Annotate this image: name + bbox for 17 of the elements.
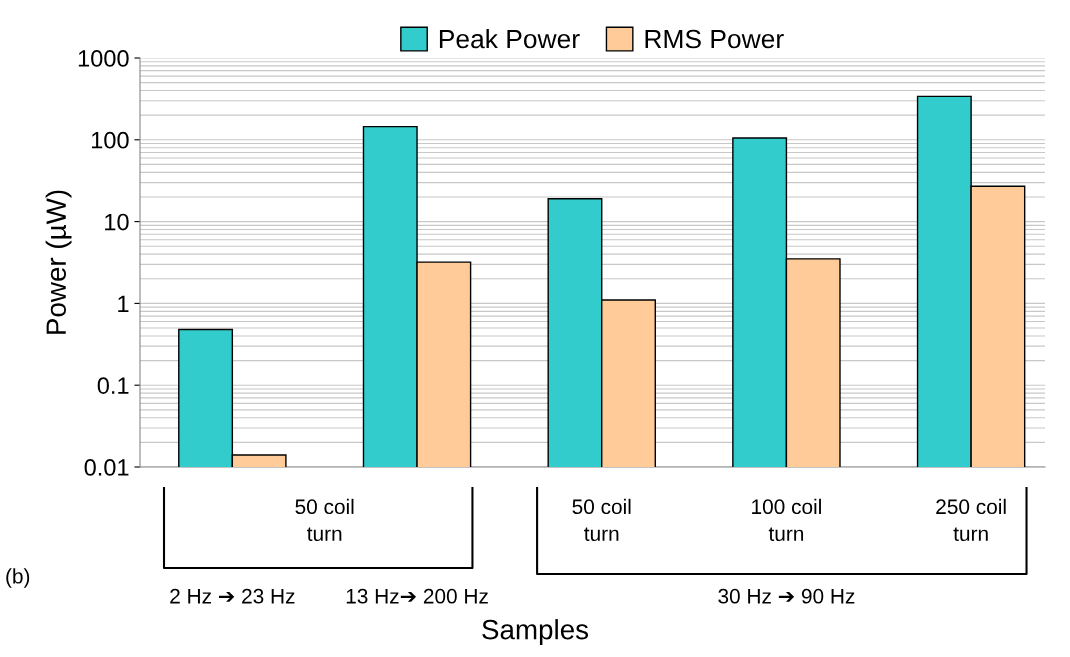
text: 30 Hz ➔ 90 Hz <box>718 588 855 604</box>
y-tick-label: 1 <box>118 295 129 312</box>
x-tick-label: 250 coil turn <box>936 498 1006 542</box>
x-axis-title: Samples <box>482 619 589 645</box>
legend-label: Peak Power <box>439 28 580 49</box>
x-tick-label: 100 coil turn <box>752 498 821 542</box>
x-tick-label: 13 Hz➔ 200 Hz <box>346 588 488 604</box>
legend-label: RMS Power <box>645 29 784 49</box>
y-tick-label: 10 <box>105 213 129 231</box>
y-tick-label: 100 <box>91 131 129 149</box>
y-tick-label: 0.1 <box>97 377 129 394</box>
y-tick-label: 0.01 <box>84 459 129 476</box>
text: (b) <box>6 568 30 588</box>
y-axis-title: Power (µW) <box>45 190 72 334</box>
x-tick-label: 2 Hz ➔ 23 Hz <box>170 588 295 604</box>
y-tick-label: 1000 <box>78 50 129 67</box>
x-tick-label: 50 coil turn <box>572 498 631 542</box>
